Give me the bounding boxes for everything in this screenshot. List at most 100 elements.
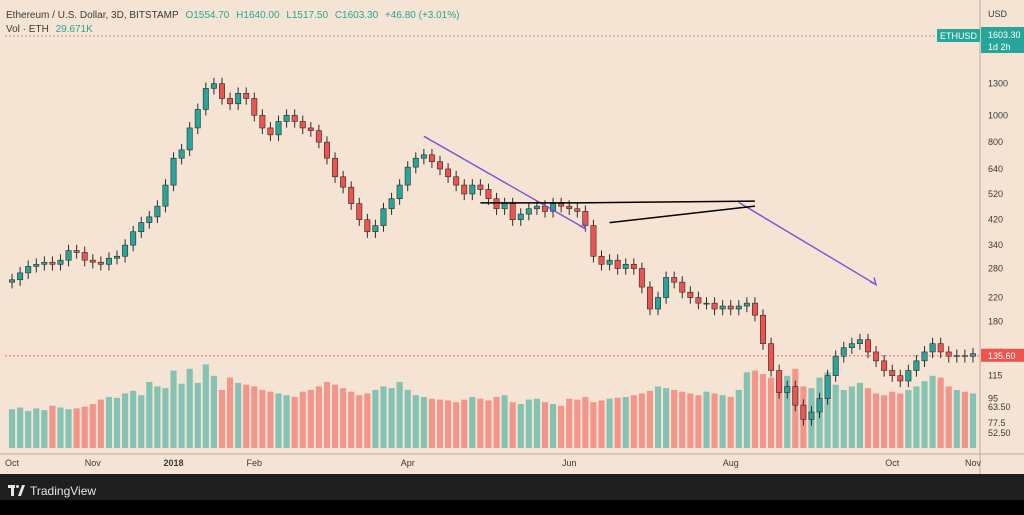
- candle-body: [323, 141, 330, 159]
- candle-body: [267, 127, 274, 136]
- high-value: H1640.00: [236, 10, 280, 21]
- volume-bar: [654, 386, 662, 448]
- volume-bar: [784, 375, 791, 448]
- candle-body: [525, 208, 532, 215]
- price-tick-label: 420: [988, 215, 1003, 225]
- volume-bar: [509, 402, 516, 448]
- volume-bar: [396, 382, 403, 448]
- time-tick-label: Feb: [247, 458, 263, 468]
- candle-body: [760, 314, 766, 344]
- volume-bar: [864, 388, 872, 448]
- candle-body: [598, 255, 605, 265]
- candle-body: [315, 130, 322, 143]
- candle-body: [679, 281, 686, 293]
- symbol-tag: [937, 29, 980, 42]
- volume-bar: [259, 389, 266, 448]
- volume-bar: [663, 388, 670, 448]
- candle-body: [49, 261, 56, 265]
- candle-body: [210, 83, 217, 89]
- volume-bar: [848, 386, 855, 448]
- candle-body: [792, 386, 799, 406]
- candle-body: [412, 157, 419, 168]
- symbol-label[interactable]: Ethereum / U.S. Dollar, 3D, BITSTAMP: [6, 10, 179, 21]
- volume-bar: [630, 395, 637, 448]
- candle-body: [89, 259, 96, 263]
- volume-bar: [331, 384, 339, 448]
- volume-bar: [574, 399, 581, 448]
- candle-body: [105, 257, 112, 265]
- candle-body: [17, 272, 24, 281]
- volume-bar: [913, 386, 920, 448]
- candle-body: [340, 176, 347, 188]
- volume-bar: [251, 386, 258, 448]
- time-tick-label: Jun: [562, 458, 577, 468]
- candle-body: [574, 208, 581, 212]
- chart-area[interactable]: USD1300100080064052042034028022018014011…: [0, 0, 1024, 474]
- candle-body: [865, 339, 871, 353]
- candle-body: [832, 356, 839, 376]
- candle-body: [41, 261, 48, 265]
- volume-bar: [113, 397, 121, 448]
- candle-body: [517, 213, 524, 220]
- candle-body: [57, 259, 64, 265]
- volume-bar: [469, 396, 476, 448]
- price-tick-label: 800: [988, 137, 1003, 147]
- volume-bar: [856, 382, 863, 448]
- candle-body: [905, 370, 912, 382]
- volume-bar: [679, 391, 686, 448]
- volume-bar: [65, 409, 72, 448]
- candle-body: [235, 93, 242, 105]
- candle-body: [194, 109, 201, 129]
- volume-bar: [194, 382, 201, 448]
- volume-bar: [840, 389, 847, 448]
- volume-bar: [493, 396, 500, 448]
- candle-body: [727, 305, 734, 310]
- candle-body: [219, 83, 225, 99]
- time-tick-label: Oct: [5, 458, 20, 468]
- candle-body: [372, 225, 379, 233]
- volume-bar: [33, 408, 40, 448]
- candle-body: [469, 184, 476, 195]
- volume-bar: [348, 391, 355, 448]
- candle-body: [533, 205, 540, 210]
- volume-tick-label: 63.50: [988, 402, 1011, 412]
- volume-tick-label: 52.50: [988, 428, 1011, 438]
- volume-bar: [590, 402, 597, 448]
- volume-bar: [372, 389, 379, 448]
- volume-bar: [961, 391, 968, 448]
- price-tick-label: 115: [988, 371, 1002, 381]
- candle-body: [808, 411, 815, 420]
- volume-bar: [323, 382, 331, 448]
- volume-bar: [291, 396, 298, 448]
- candle-body: [881, 360, 888, 371]
- volume-bar: [428, 398, 436, 448]
- volume-bar: [541, 402, 549, 448]
- candle-body: [356, 203, 363, 220]
- volume-bar: [299, 391, 306, 448]
- candle-body: [170, 157, 177, 186]
- volume-bar: [178, 383, 185, 448]
- candle-body: [848, 343, 855, 349]
- volume-bar: [549, 404, 557, 448]
- tradingview-logo[interactable]: TradingView: [8, 484, 96, 498]
- trend-arrow-2: [738, 201, 877, 286]
- volume-bar: [73, 408, 80, 448]
- volume-bar: [186, 368, 193, 448]
- volume-bar: [905, 389, 912, 448]
- candle-body: [695, 297, 702, 304]
- candle-body: [784, 386, 791, 393]
- candle-body: [558, 203, 565, 207]
- volume-bar: [558, 405, 565, 448]
- candle-body: [566, 205, 573, 210]
- price-chart[interactable]: USD1300100080064052042034028022018014011…: [0, 0, 1024, 474]
- volume-bar: [953, 389, 960, 448]
- candle-body: [582, 211, 589, 226]
- candle-body: [122, 244, 129, 257]
- price-axis-currency: USD: [988, 9, 1008, 19]
- volume-bar: [937, 377, 944, 448]
- candle-body: [501, 203, 508, 210]
- triangle-pattern: [480, 200, 756, 224]
- candle-body: [138, 222, 145, 233]
- volume-bar: [582, 396, 589, 448]
- candle-body: [638, 268, 645, 288]
